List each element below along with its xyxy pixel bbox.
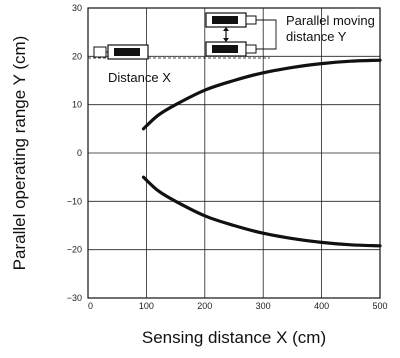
- y-tick-label: 10: [72, 100, 82, 110]
- annotation-parallel-moving: Parallel moving: [286, 13, 375, 28]
- x-tick-label: 500: [372, 301, 387, 311]
- x-tick-label: 400: [314, 301, 329, 311]
- upper-range-curve: [141, 58, 382, 131]
- y-tick-label: 30: [72, 3, 82, 13]
- y-tick-label: 20: [72, 51, 82, 61]
- annotation-distance-y: distance Y: [286, 29, 347, 44]
- y-tick-label: −10: [67, 196, 82, 206]
- x-tick-label: 100: [139, 301, 154, 311]
- lower-range-curve: [141, 175, 382, 248]
- x-tick-label: 300: [256, 301, 271, 311]
- x-axis-title: Sensing distance X (cm): [142, 328, 326, 347]
- y-tick-label: −30: [67, 293, 82, 303]
- sensor-diagram-distance-x: [88, 44, 270, 60]
- sensor-diagram-parallel: [205, 12, 277, 57]
- y-tick-label: 0: [77, 148, 82, 158]
- y-tick-label: −20: [67, 245, 82, 255]
- curve-layer: [141, 58, 382, 248]
- x-tick-label: 0: [88, 301, 93, 311]
- annotation-distance-x: Distance X: [108, 70, 171, 85]
- x-tick-label: 200: [197, 301, 212, 311]
- y-axis-title: Parallel operating range Y (cm): [10, 36, 29, 271]
